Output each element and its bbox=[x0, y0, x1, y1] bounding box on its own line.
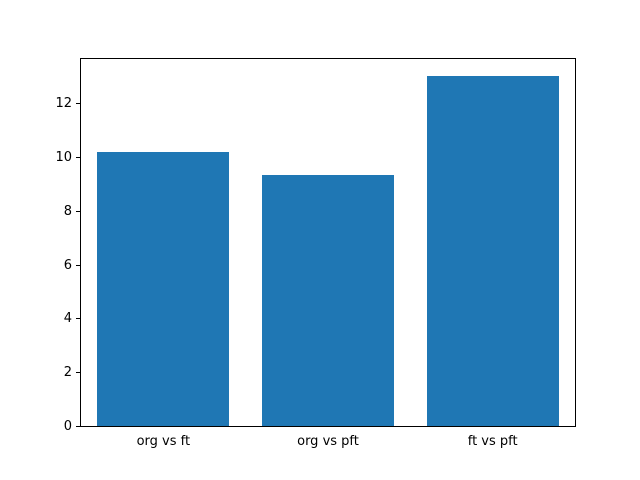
y-tick-mark bbox=[76, 157, 80, 159]
y-tick-mark bbox=[76, 210, 80, 212]
y-tick-label: 8 bbox=[63, 203, 72, 219]
bar-ft-vs-pft bbox=[426, 76, 559, 426]
y-tick-label: 12 bbox=[55, 96, 72, 112]
y-tick-label: 2 bbox=[63, 365, 72, 381]
y-tick-mark bbox=[76, 372, 80, 374]
x-tick-label: ft vs pft bbox=[467, 434, 518, 449]
y-tick-label: 6 bbox=[63, 257, 72, 273]
plot-area bbox=[80, 58, 576, 427]
y-tick-label: 0 bbox=[63, 419, 72, 434]
bar-org-vs-ft bbox=[97, 151, 230, 426]
x-tick-label: org vs ft bbox=[136, 434, 191, 449]
y-tick-label: 10 bbox=[55, 150, 72, 166]
y-tick-mark bbox=[76, 318, 80, 320]
bar-org-vs-pft bbox=[262, 174, 394, 426]
x-tick-label: org vs pft bbox=[297, 434, 359, 449]
y-tick-mark bbox=[76, 426, 80, 427]
y-tick-mark bbox=[76, 103, 80, 105]
y-tick-mark bbox=[76, 264, 80, 266]
y-tick-label: 4 bbox=[63, 311, 72, 327]
